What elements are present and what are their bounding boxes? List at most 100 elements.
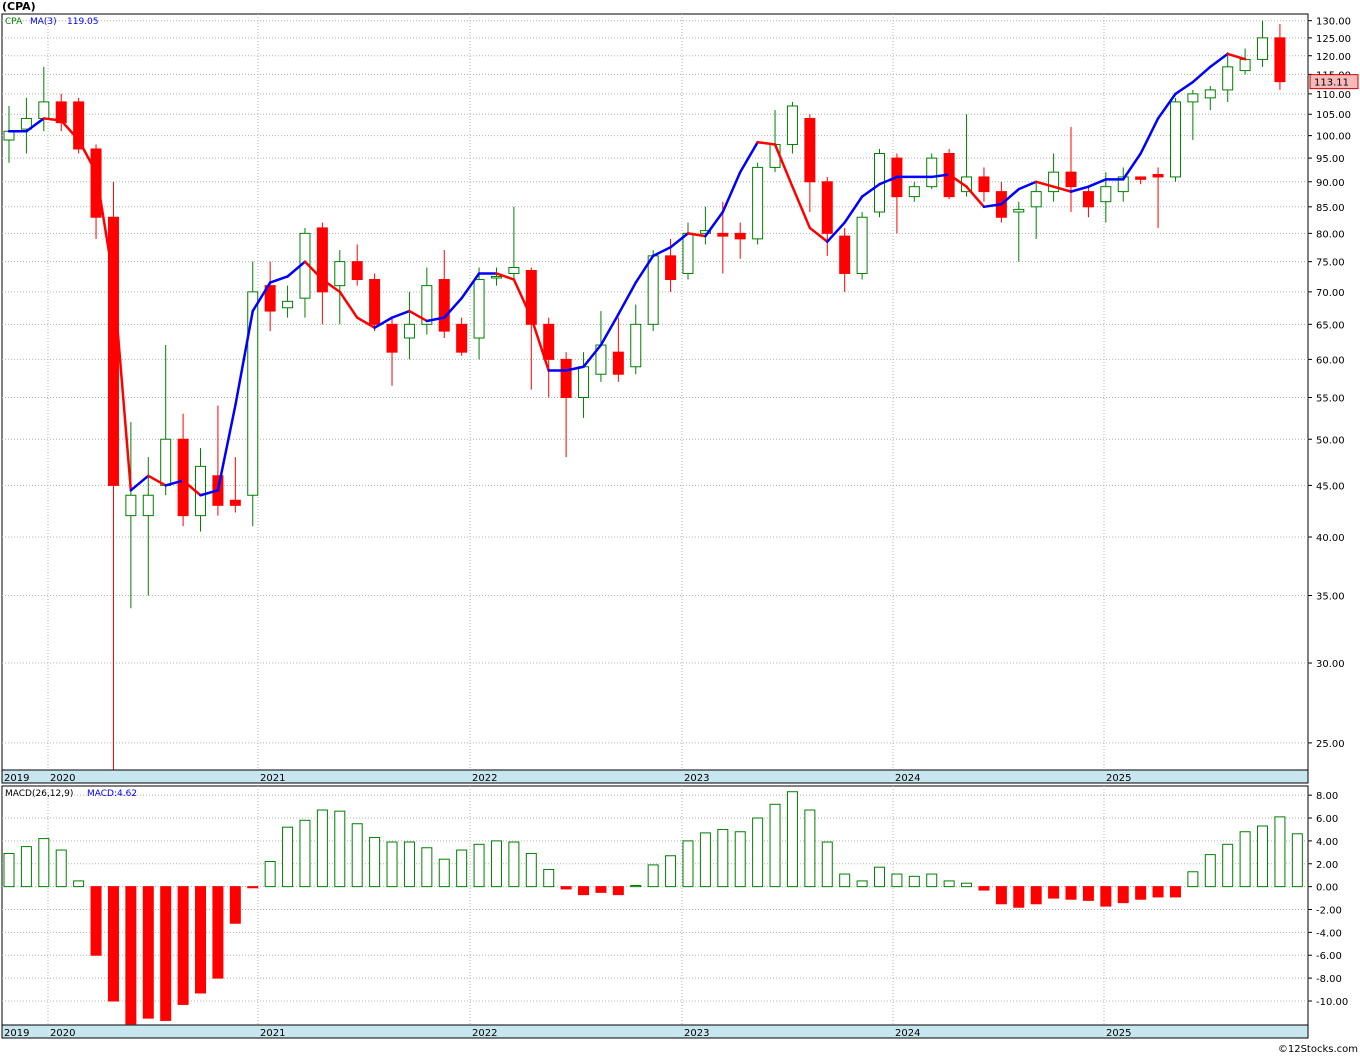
- ma-line-segment: [234, 309, 254, 407]
- macd-bar: [943, 880, 955, 888]
- ma-line-segment: [408, 309, 429, 323]
- candle-body: [229, 499, 241, 506]
- candle-body: [1100, 186, 1112, 203]
- macd-bar: [1100, 886, 1112, 907]
- footer-credit: ©12Stocks.com: [1277, 1044, 1358, 1055]
- candle-body: [839, 235, 851, 274]
- ma-line-segment: [1069, 185, 1090, 193]
- ma-line-segment: [460, 272, 481, 300]
- macd-bar: [612, 886, 624, 896]
- candle-body: [1082, 191, 1094, 208]
- price-xaxis-label: 2020: [50, 773, 75, 784]
- macd-bar: [369, 836, 381, 888]
- macd-bar: [1169, 886, 1181, 898]
- macd-bar: [299, 819, 311, 888]
- candle-body: [456, 323, 468, 353]
- macd-bar: [578, 886, 590, 896]
- ma-line-segment: [199, 489, 220, 497]
- macd-bar: [995, 886, 1007, 905]
- macd-bar: [647, 864, 659, 888]
- ma-line-segment: [617, 281, 638, 316]
- macd-bar: [247, 886, 259, 889]
- last-price-label: 113.11: [1314, 78, 1349, 89]
- macd-bar: [264, 860, 276, 888]
- macd-bar: [978, 886, 990, 891]
- candle-body: [856, 216, 868, 274]
- price-tick-label: 45.00: [1316, 481, 1345, 492]
- macd-bar: [1117, 886, 1129, 904]
- candle-body: [717, 232, 729, 237]
- macd-bar: [908, 875, 920, 888]
- macd-bar: [212, 886, 224, 979]
- price-panel: [1, 13, 1309, 771]
- macd-bar: [752, 817, 764, 888]
- macd-bar: [1291, 833, 1303, 888]
- macd-bar: [560, 886, 572, 890]
- ma-line-segment: [251, 281, 272, 313]
- candle-body: [978, 176, 990, 193]
- ma-line-segment: [808, 226, 829, 243]
- ma-line-segment: [390, 309, 411, 319]
- macd-bar: [1257, 825, 1269, 888]
- candle-body: [386, 323, 398, 353]
- ma-line-segment: [286, 260, 307, 278]
- macd-legend-value: MACD:4.62: [87, 789, 137, 799]
- candle-body: [55, 101, 67, 124]
- candle-body: [665, 255, 677, 281]
- price-tick-label: 125.00: [1316, 34, 1351, 45]
- macd-bar: [125, 886, 137, 1025]
- macd-tick-label: 2.00: [1316, 860, 1338, 871]
- price-tick-label: 105.00: [1316, 110, 1351, 121]
- macd-bar: [804, 809, 816, 888]
- ma-line-segment: [512, 278, 533, 319]
- macd-xaxis-label: 2022: [472, 1028, 497, 1039]
- macd-bar: [1204, 854, 1216, 888]
- price-tick-label: 85.00: [1316, 203, 1345, 214]
- macd-tick-label: 0.00: [1316, 883, 1338, 894]
- macd-bar: [786, 791, 798, 888]
- candle-body: [316, 227, 328, 293]
- macd-tick-label: 8.00: [1316, 791, 1338, 802]
- macd-bar: [926, 873, 938, 888]
- macd-bar: [1030, 886, 1042, 905]
- macd-legend-label: MACD(26,12,9): [5, 789, 73, 799]
- candle-body: [752, 166, 764, 240]
- candle-body: [1135, 176, 1147, 180]
- candle-body: [1030, 191, 1042, 208]
- candle-body: [804, 117, 816, 183]
- macd-bar: [55, 849, 67, 888]
- ma-line-segment: [1034, 180, 1055, 188]
- macd-tick-label: -10.00: [1316, 997, 1348, 1008]
- candle-body: [1257, 37, 1269, 60]
- macd-bar: [1013, 886, 1025, 908]
- macd-bar: [351, 823, 363, 888]
- macd-xaxis-label: 2025: [1106, 1028, 1131, 1039]
- macd-bar: [821, 841, 833, 888]
- ma-line-segment: [42, 117, 63, 122]
- macd-bar: [142, 886, 154, 1019]
- candle-body: [1222, 66, 1234, 91]
- macd-bar: [543, 868, 555, 888]
- ma-line-segment: [59, 119, 80, 142]
- price-xaxis-label: 2025: [1106, 773, 1131, 784]
- candle-body: [1048, 171, 1060, 193]
- macd-bar: [856, 880, 868, 888]
- ma-line-segment: [686, 232, 707, 238]
- candle-body: [247, 291, 259, 496]
- macd-bar: [1152, 886, 1164, 898]
- candle-body: [543, 323, 555, 360]
- candle-body: [786, 105, 798, 145]
- candle-body: [1152, 174, 1164, 178]
- candle-body: [682, 232, 694, 274]
- ma-line-segment: [669, 232, 690, 249]
- ma-line-segment: [947, 173, 968, 188]
- macd-bar: [874, 866, 885, 888]
- macd-bar: [403, 841, 415, 888]
- price-tick-label: 110.00: [1316, 90, 1351, 101]
- macd-bar: [20, 846, 32, 888]
- macd-bar: [1048, 886, 1060, 899]
- price-tick-label: 75.00: [1316, 258, 1345, 269]
- ma-line-segment: [1156, 92, 1177, 120]
- ma-line-segment: [634, 254, 655, 284]
